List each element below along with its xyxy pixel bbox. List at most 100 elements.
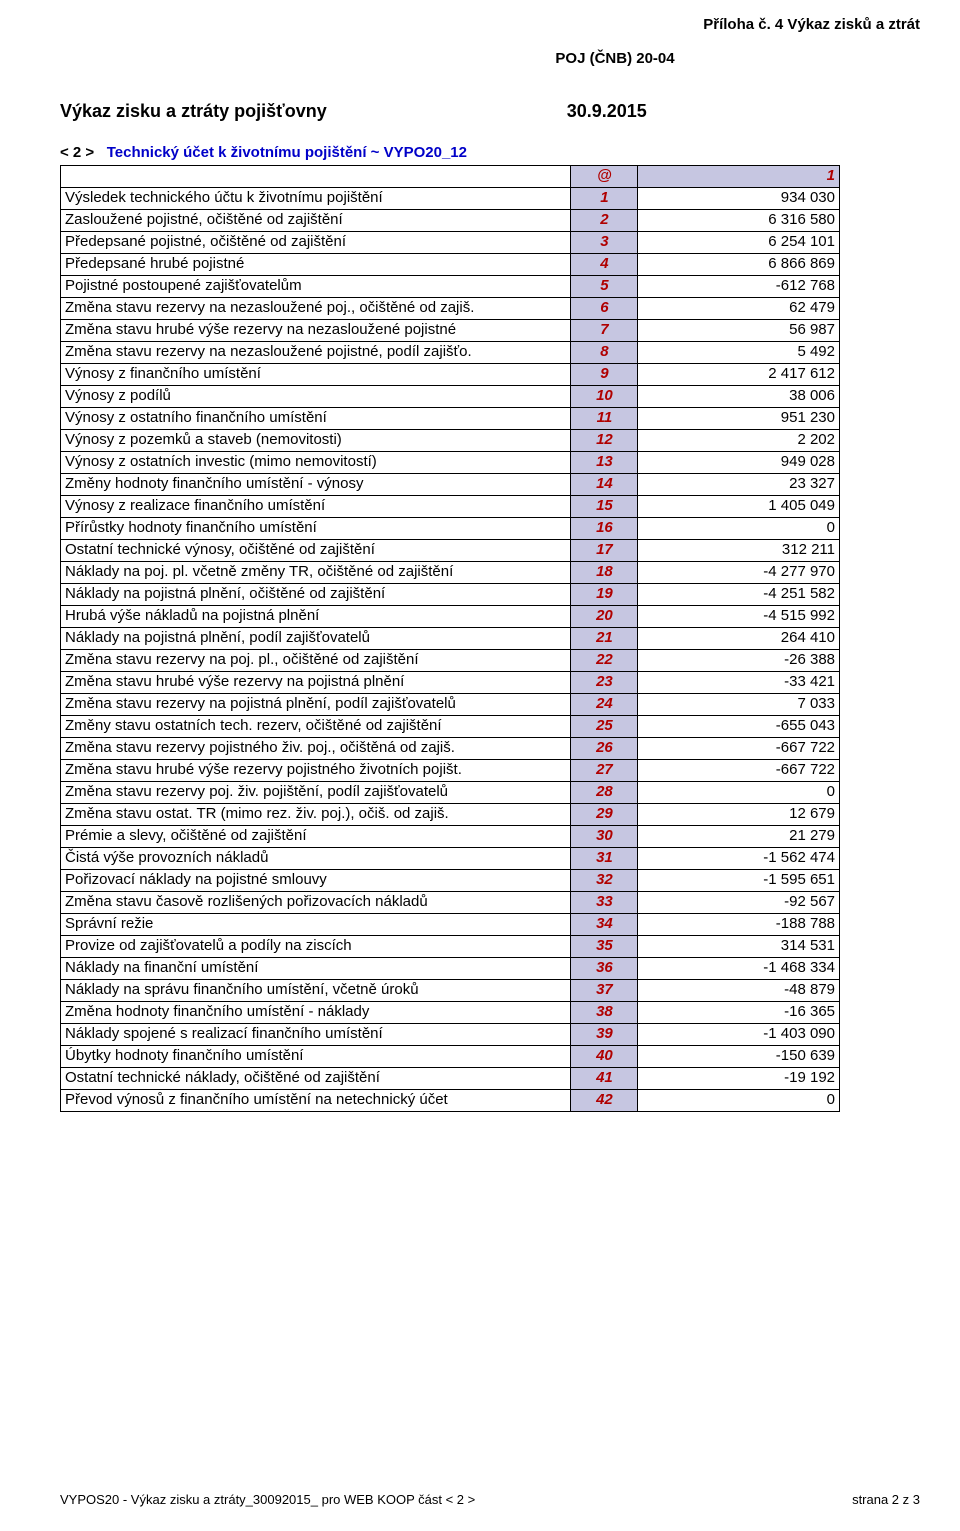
row-index: 8 <box>571 342 638 364</box>
table-row: Pořizovací náklady na pojistné smlouvy32… <box>61 870 840 892</box>
row-index: 15 <box>571 496 638 518</box>
row-value: -4 251 582 <box>638 584 840 606</box>
table-row: Správní režie34-188 788 <box>61 914 840 936</box>
row-index: 9 <box>571 364 638 386</box>
row-value: 23 327 <box>638 474 840 496</box>
row-index: 2 <box>571 210 638 232</box>
row-index: 1 <box>571 188 638 210</box>
row-value: -4 277 970 <box>638 562 840 584</box>
row-label: Zasloužené pojistné, očištěné od zajiště… <box>61 210 571 232</box>
table-row: Změna stavu ostat. TR (mimo rez. živ. po… <box>61 804 840 826</box>
table-body: Výsledek technického účtu k životnímu po… <box>61 188 840 1112</box>
row-value: -16 365 <box>638 1002 840 1024</box>
row-label: Výnosy z pozemků a staveb (nemovitosti) <box>61 430 571 452</box>
row-index: 13 <box>571 452 638 474</box>
table-header-row: @ 1 <box>61 166 840 188</box>
row-index: 16 <box>571 518 638 540</box>
row-value: 264 410 <box>638 628 840 650</box>
table-row: Změna stavu rezervy na nezasloužené poj.… <box>61 298 840 320</box>
row-label: Výnosy z finančního umístění <box>61 364 571 386</box>
row-label: Změna stavu rezervy na nezasloužené poj.… <box>61 298 571 320</box>
row-value: 0 <box>638 782 840 804</box>
row-index: 36 <box>571 958 638 980</box>
table-row: Změna stavu hrubé výše rezervy pojistnéh… <box>61 760 840 782</box>
row-value: 56 987 <box>638 320 840 342</box>
table-row: Výnosy z ostatního finančního umístění11… <box>61 408 840 430</box>
row-value: 7 033 <box>638 694 840 716</box>
row-label: Provize od zajišťovatelů a podíly na zis… <box>61 936 571 958</box>
row-index: 27 <box>571 760 638 782</box>
table-row: Změna hodnoty finančního umístění - nákl… <box>61 1002 840 1024</box>
page: Příloha č. 4 Výkaz zisků a ztrát POJ (ČN… <box>0 0 960 1531</box>
section-number: < 2 > <box>60 144 94 161</box>
table-row: Výnosy z pozemků a staveb (nemovitosti)1… <box>61 430 840 452</box>
table-row: Změna stavu rezervy na poj. pl., očištěn… <box>61 650 840 672</box>
row-value: -33 421 <box>638 672 840 694</box>
row-index: 34 <box>571 914 638 936</box>
table-row: Změna stavu hrubé výše rezervy na nezasl… <box>61 320 840 342</box>
table-row: Výnosy z podílů1038 006 <box>61 386 840 408</box>
table-row: Změna stavu hrubé výše rezervy na pojist… <box>61 672 840 694</box>
row-label: Správní režie <box>61 914 571 936</box>
section-subtitle: < 2 > Technický účet k životnímu pojiště… <box>60 144 920 161</box>
table-row: Změna stavu rezervy pojistného živ. poj.… <box>61 738 840 760</box>
row-index: 30 <box>571 826 638 848</box>
row-label: Náklady na správu finančního umístění, v… <box>61 980 571 1002</box>
row-label: Předepsané hrubé pojistné <box>61 254 571 276</box>
table-row: Ostatní technické výnosy, očištěné od za… <box>61 540 840 562</box>
row-index: 23 <box>571 672 638 694</box>
row-index: 19 <box>571 584 638 606</box>
table-row: Výnosy z finančního umístění92 417 612 <box>61 364 840 386</box>
row-index: 35 <box>571 936 638 958</box>
row-value: -26 388 <box>638 650 840 672</box>
row-label: Pořizovací náklady na pojistné smlouvy <box>61 870 571 892</box>
table-row: Provize od zajišťovatelů a podíly na zis… <box>61 936 840 958</box>
row-index: 7 <box>571 320 638 342</box>
row-value: 2 417 612 <box>638 364 840 386</box>
row-label: Náklady na poj. pl. včetně změny TR, oči… <box>61 562 571 584</box>
row-index: 6 <box>571 298 638 320</box>
row-value: -1 468 334 <box>638 958 840 980</box>
table-row: Úbytky hodnoty finančního umístění40-150… <box>61 1046 840 1068</box>
row-index: 25 <box>571 716 638 738</box>
row-value: -19 192 <box>638 1068 840 1090</box>
row-label: Změna hodnoty finančního umístění - nákl… <box>61 1002 571 1024</box>
row-index: 31 <box>571 848 638 870</box>
row-value: 0 <box>638 1090 840 1112</box>
table-row: Náklady na finanční umístění36-1 468 334 <box>61 958 840 980</box>
row-value: -4 515 992 <box>638 606 840 628</box>
row-index: 10 <box>571 386 638 408</box>
row-label: Ostatní technické výnosy, očištěné od za… <box>61 540 571 562</box>
row-label: Změna stavu rezervy poj. živ. pojištění,… <box>61 782 571 804</box>
row-value: 38 006 <box>638 386 840 408</box>
row-value: 0 <box>638 518 840 540</box>
table-row: Čistá výše provozních nákladů31-1 562 47… <box>61 848 840 870</box>
row-value: 6 316 580 <box>638 210 840 232</box>
row-index: 21 <box>571 628 638 650</box>
table-row: Náklady na pojistná plnění, podíl zajišť… <box>61 628 840 650</box>
attachment-label: Příloha č. 4 Výkaz zisků a ztrát <box>703 16 920 33</box>
table-row: Přírůstky hodnoty finančního umístění160 <box>61 518 840 540</box>
row-label: Změna stavu hrubé výše rezervy na nezasl… <box>61 320 571 342</box>
table-row: Změny hodnoty finančního umístění - výno… <box>61 474 840 496</box>
row-index: 18 <box>571 562 638 584</box>
row-index: 12 <box>571 430 638 452</box>
section-name: Technický účet k životnímu pojištění ~ V… <box>107 144 467 161</box>
row-label: Výnosy z ostatního finančního umístění <box>61 408 571 430</box>
row-label: Výnosy z realizace finančního umístění <box>61 496 571 518</box>
row-value: -667 722 <box>638 738 840 760</box>
row-label: Změny stavu ostatních tech. rezerv, očiš… <box>61 716 571 738</box>
row-value: 312 211 <box>638 540 840 562</box>
table-row: Náklady na poj. pl. včetně změny TR, oči… <box>61 562 840 584</box>
row-value: 951 230 <box>638 408 840 430</box>
row-value: 2 202 <box>638 430 840 452</box>
row-label: Změna stavu hrubé výše rezervy na pojist… <box>61 672 571 694</box>
header-at: @ <box>571 166 638 188</box>
row-label: Změna stavu rezervy pojistného živ. poj.… <box>61 738 571 760</box>
form-code: POJ (ČNB) 20-04 <box>310 50 920 67</box>
row-label: Ostatní technické náklady, očištěné od z… <box>61 1068 571 1090</box>
row-label: Výnosy z podílů <box>61 386 571 408</box>
table-row: Změna stavu rezervy na nezasloužené poji… <box>61 342 840 364</box>
row-index: 22 <box>571 650 638 672</box>
row-label: Změny hodnoty finančního umístění - výno… <box>61 474 571 496</box>
